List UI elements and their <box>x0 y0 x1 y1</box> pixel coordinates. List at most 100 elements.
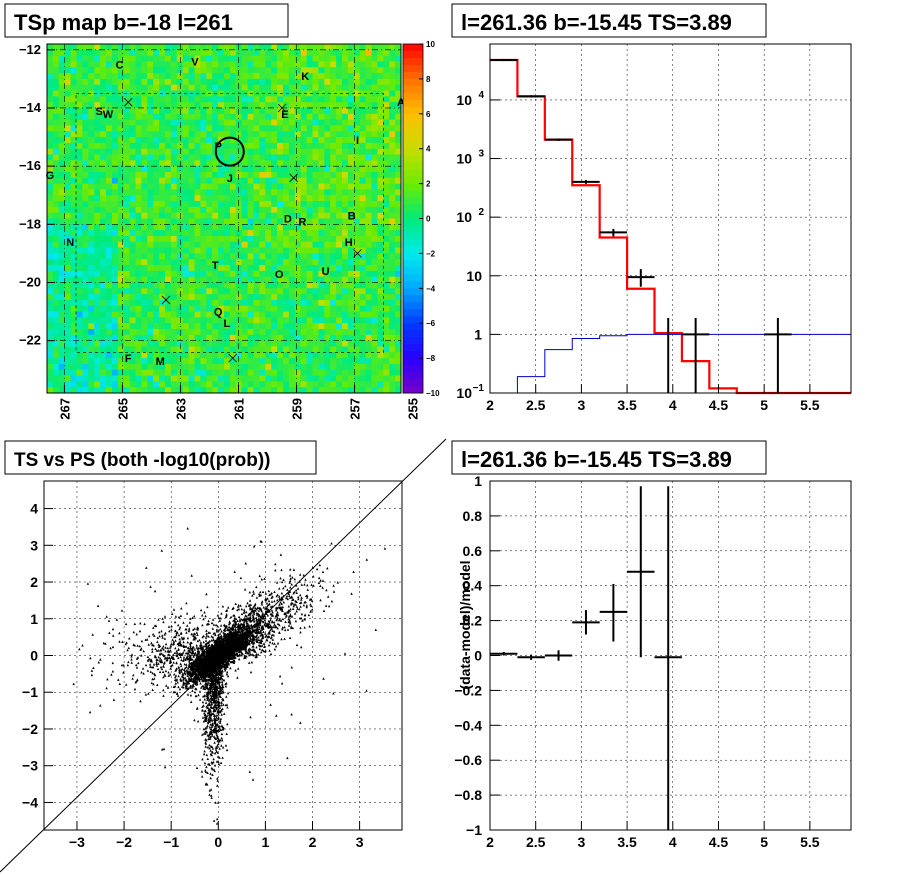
heatmap-cell <box>194 241 201 248</box>
heatmap-cell <box>365 189 372 196</box>
heatmap-cell <box>188 363 195 371</box>
heatmap-cell <box>300 212 307 219</box>
heatmap-cell <box>200 311 207 318</box>
heatmap-cell <box>76 375 83 382</box>
heatmap-cell <box>336 107 343 115</box>
heatmap-cell <box>206 107 213 115</box>
heatmap-cell <box>235 142 243 150</box>
heatmap-cell <box>52 299 60 307</box>
heatmap-cell <box>218 55 225 62</box>
heatmap-cell <box>212 323 219 330</box>
heatmap-cell <box>123 241 130 248</box>
heatmap-cell <box>170 323 178 330</box>
heatmap-cell <box>300 44 307 51</box>
heatmap-cell <box>111 142 119 150</box>
heatmap-cell <box>159 44 166 51</box>
heatmap-cell <box>47 369 54 376</box>
heatmap-cell <box>88 253 95 260</box>
heatmap-cell <box>365 282 372 289</box>
heatmap-cell <box>82 230 89 237</box>
heatmap-cell <box>336 142 343 150</box>
heatmap-cell <box>129 154 136 161</box>
heatmap-cell <box>117 113 125 121</box>
heatmap-cell <box>194 288 201 295</box>
heatmap-cell <box>159 137 166 144</box>
map-source-label: V <box>191 56 199 68</box>
heatmap-cell <box>395 137 402 144</box>
heatmap-cell <box>141 317 148 324</box>
heatmap-cell <box>64 166 71 173</box>
heatmap-cell <box>129 329 136 336</box>
heatmap-cell <box>330 61 337 68</box>
heatmap-cell <box>224 44 231 51</box>
map-cross-marker <box>289 173 298 183</box>
heatmap-cell <box>82 282 89 289</box>
heatmap-cell <box>229 352 237 359</box>
heatmap-cell <box>377 78 384 86</box>
heatmap-cell <box>336 206 343 214</box>
heatmap-cell <box>165 358 172 365</box>
heatmap-cell <box>212 137 219 144</box>
heatmap-cell <box>58 96 66 103</box>
heatmap-cell <box>277 358 284 365</box>
heatmap-cell <box>147 241 154 248</box>
heatmap-cell <box>229 44 237 51</box>
heatmap-cell <box>259 381 266 388</box>
map-ytick-label: −22 <box>19 333 41 348</box>
heatmap-cell <box>70 270 77 278</box>
heatmap-cell <box>82 265 89 272</box>
heatmap-cell <box>194 369 201 376</box>
heatmap-cell <box>182 230 189 237</box>
heatmap-cell <box>324 96 331 103</box>
map-cross-marker <box>123 97 133 107</box>
heatmap-cell <box>395 230 402 237</box>
heatmap-cell <box>288 282 296 289</box>
colorbar-cell <box>403 316 423 324</box>
heatmap-cell <box>88 334 95 342</box>
heatmap-cell <box>324 381 331 388</box>
spectrum-xtick-label: 3 <box>577 397 585 413</box>
heatmap-cell <box>294 142 302 150</box>
heatmap-cell <box>194 235 201 243</box>
heatmap-cell <box>294 154 302 161</box>
heatmap-cell <box>330 189 337 196</box>
heatmap-cell <box>395 259 402 266</box>
heatmap-cell <box>70 265 77 272</box>
heatmap-cell <box>395 78 402 86</box>
heatmap-cell <box>300 346 307 353</box>
heatmap-cell <box>283 363 290 371</box>
heatmap-cell <box>318 90 325 97</box>
heatmap-cell <box>218 340 225 347</box>
heatmap-cell <box>241 113 248 121</box>
heatmap-cell <box>300 218 307 225</box>
heatmap-cell <box>318 270 325 278</box>
heatmap-cell <box>318 206 325 214</box>
heatmap-cell <box>277 340 284 347</box>
heatmap-cell <box>82 142 89 150</box>
heatmap-cell <box>100 346 107 353</box>
heatmap-cell <box>336 49 343 57</box>
map-source-label: D <box>284 214 292 226</box>
heatmap-cell <box>277 195 284 202</box>
heatmap-cell <box>52 387 60 394</box>
colorbar-cell <box>403 92 423 101</box>
heatmap-cell <box>330 305 337 312</box>
heatmap-cell <box>106 183 113 190</box>
colorbar-cell <box>403 267 423 275</box>
heatmap-cell <box>324 340 331 347</box>
heatmap-cell <box>306 276 313 283</box>
heatmap-cell <box>100 212 107 219</box>
map-source-label: R <box>298 216 306 228</box>
heatmap-cell <box>129 44 136 51</box>
heatmap-cell <box>100 177 107 184</box>
heatmap-cell <box>336 61 343 68</box>
heatmap-cell <box>265 44 272 51</box>
heatmap-cell <box>206 166 213 173</box>
heatmap-cell <box>395 49 402 57</box>
heatmap-cell <box>170 183 178 190</box>
heatmap-cell <box>170 375 178 382</box>
heatmap-cell <box>117 282 125 289</box>
heatmap-cell <box>259 55 266 62</box>
heatmap-cell <box>100 387 107 394</box>
heatmap-cell <box>312 102 319 109</box>
